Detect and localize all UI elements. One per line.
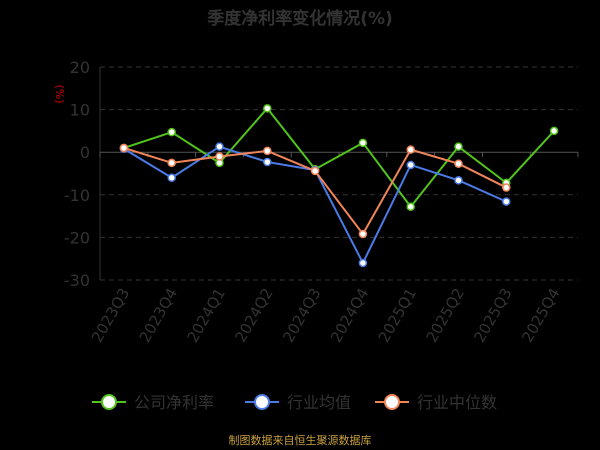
data-point[interactable] xyxy=(310,166,320,176)
x-tick-label: 2023Q3 xyxy=(88,285,133,346)
legend-label: 行业中位数 xyxy=(417,393,497,412)
data-point[interactable] xyxy=(549,126,559,136)
data-point[interactable] xyxy=(502,183,511,192)
x-tick-label: 2024Q4 xyxy=(327,285,372,346)
y-tick-label: -20 xyxy=(64,228,90,247)
series-line-2 xyxy=(123,145,507,264)
data-point[interactable] xyxy=(167,127,176,137)
data-point[interactable] xyxy=(406,202,415,211)
y-tick-label: 0 xyxy=(80,143,90,162)
x-tick-label: 2025Q1 xyxy=(375,285,420,346)
x-tick-label: 2024Q1 xyxy=(184,285,229,346)
data-point[interactable] xyxy=(215,152,224,161)
legend-item-3[interactable]: 行业中位数 xyxy=(375,393,497,412)
data-point[interactable] xyxy=(502,197,511,206)
legend-label: 行业均值 xyxy=(287,393,351,412)
data-point[interactable] xyxy=(406,145,415,154)
x-tick-label: 2025Q4 xyxy=(518,285,563,346)
legend-swatch-marker xyxy=(384,394,400,410)
data-point[interactable] xyxy=(454,142,463,151)
x-tick-label: 2023Q4 xyxy=(136,285,181,346)
data-point[interactable] xyxy=(358,258,368,268)
legend-swatch-marker xyxy=(254,394,270,410)
data-point[interactable] xyxy=(167,173,176,183)
x-tick-label: 2024Q3 xyxy=(279,285,324,346)
y-tick-label: 10 xyxy=(70,101,90,120)
data-point[interactable] xyxy=(263,157,272,167)
data-point[interactable] xyxy=(167,158,176,168)
data-point[interactable] xyxy=(263,146,272,156)
data-point[interactable] xyxy=(406,160,415,170)
data-point[interactable] xyxy=(119,143,129,153)
data-point[interactable] xyxy=(358,138,368,148)
data-point[interactable] xyxy=(215,142,224,151)
legend-item-1[interactable]: 公司净利率 xyxy=(92,393,214,412)
x-tick-label: 2024Q2 xyxy=(231,285,276,346)
legend-swatch-marker xyxy=(101,394,117,410)
y-tick-label: 20 xyxy=(70,58,90,77)
source-note: 制图数据来自恒生聚源数据库 xyxy=(229,433,372,447)
series-line-1 xyxy=(123,107,555,208)
data-point[interactable] xyxy=(454,176,463,185)
legend[interactable]: 公司净利率 行业均值 行业中位数 xyxy=(92,393,497,412)
data-point[interactable] xyxy=(454,159,463,168)
series-line-3 xyxy=(123,146,507,235)
legend-label: 公司净利率 xyxy=(134,393,214,412)
x-tick-label: 2025Q3 xyxy=(470,285,515,346)
chart-title: 季度净利率变化情况(%) xyxy=(207,8,393,29)
legend-item-2[interactable]: 行业均值 xyxy=(245,393,351,412)
series-layer xyxy=(119,104,559,268)
x-tick-label: 2025Q2 xyxy=(423,285,468,346)
y-tick-label: -10 xyxy=(64,186,90,205)
y-tick-label: -30 xyxy=(64,271,90,290)
data-point[interactable] xyxy=(263,104,272,113)
grid-layer xyxy=(100,66,578,281)
data-point[interactable] xyxy=(358,229,368,239)
y-axis-unit-label: (%) xyxy=(53,84,66,103)
